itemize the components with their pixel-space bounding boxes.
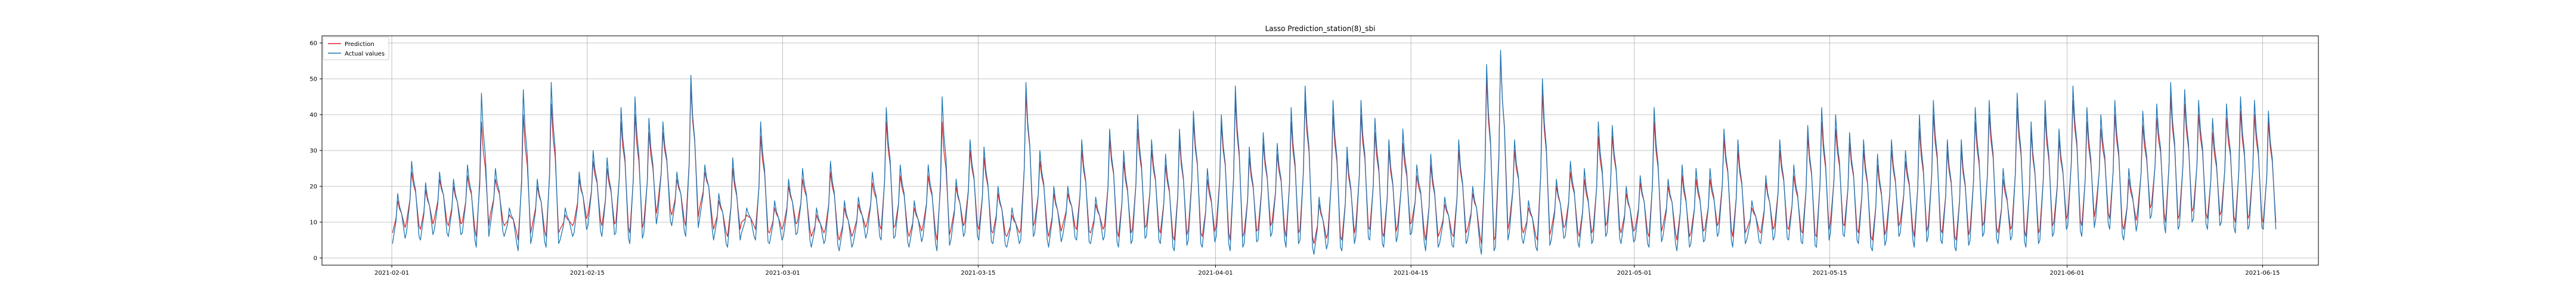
y-axis-ticks: 0 10 20 30 40 50 60 xyxy=(309,41,322,262)
x-tick-label: 2021-05-15 xyxy=(1812,270,1847,277)
grid-lines xyxy=(322,36,2318,265)
series-line-prediction xyxy=(392,53,2277,244)
series-line-actual-values xyxy=(392,50,2277,255)
y-tick-label: 40 xyxy=(309,112,317,119)
y-tick-label: 30 xyxy=(309,148,317,155)
y-tick-label: 10 xyxy=(309,220,317,226)
x-tick-label: 2021-03-01 xyxy=(766,270,800,277)
x-tick-label: 2021-04-15 xyxy=(1394,270,1428,277)
series-lines xyxy=(392,50,2277,255)
x-tick-label: 2021-02-01 xyxy=(374,270,409,277)
legend-box xyxy=(323,36,389,60)
x-axis-ticks: 2021-02-01 2021-02-15 2021-03-01 2021-03-15… xyxy=(374,265,2280,277)
y-tick-label: 60 xyxy=(309,41,317,47)
legend: Prediction Actual values xyxy=(323,36,389,60)
y-tick-label: 20 xyxy=(309,184,317,191)
x-tick-label: 2021-02-15 xyxy=(570,270,605,277)
x-tick-label: 2021-06-15 xyxy=(2245,270,2280,277)
x-tick-label: 2021-04-01 xyxy=(1198,270,1233,277)
x-tick-label: 2021-05-01 xyxy=(1617,270,1652,277)
legend-label-actual-values: Actual values xyxy=(345,51,385,57)
x-tick-label: 2021-06-01 xyxy=(2050,270,2085,277)
y-tick-label: 0 xyxy=(314,256,317,262)
y-tick-label: 50 xyxy=(309,76,317,83)
chart-title: Lasso Prediction_station(8)_sbi xyxy=(1265,24,1376,33)
legend-label-prediction: Prediction xyxy=(345,41,374,48)
x-tick-label: 2021-03-15 xyxy=(961,270,995,277)
